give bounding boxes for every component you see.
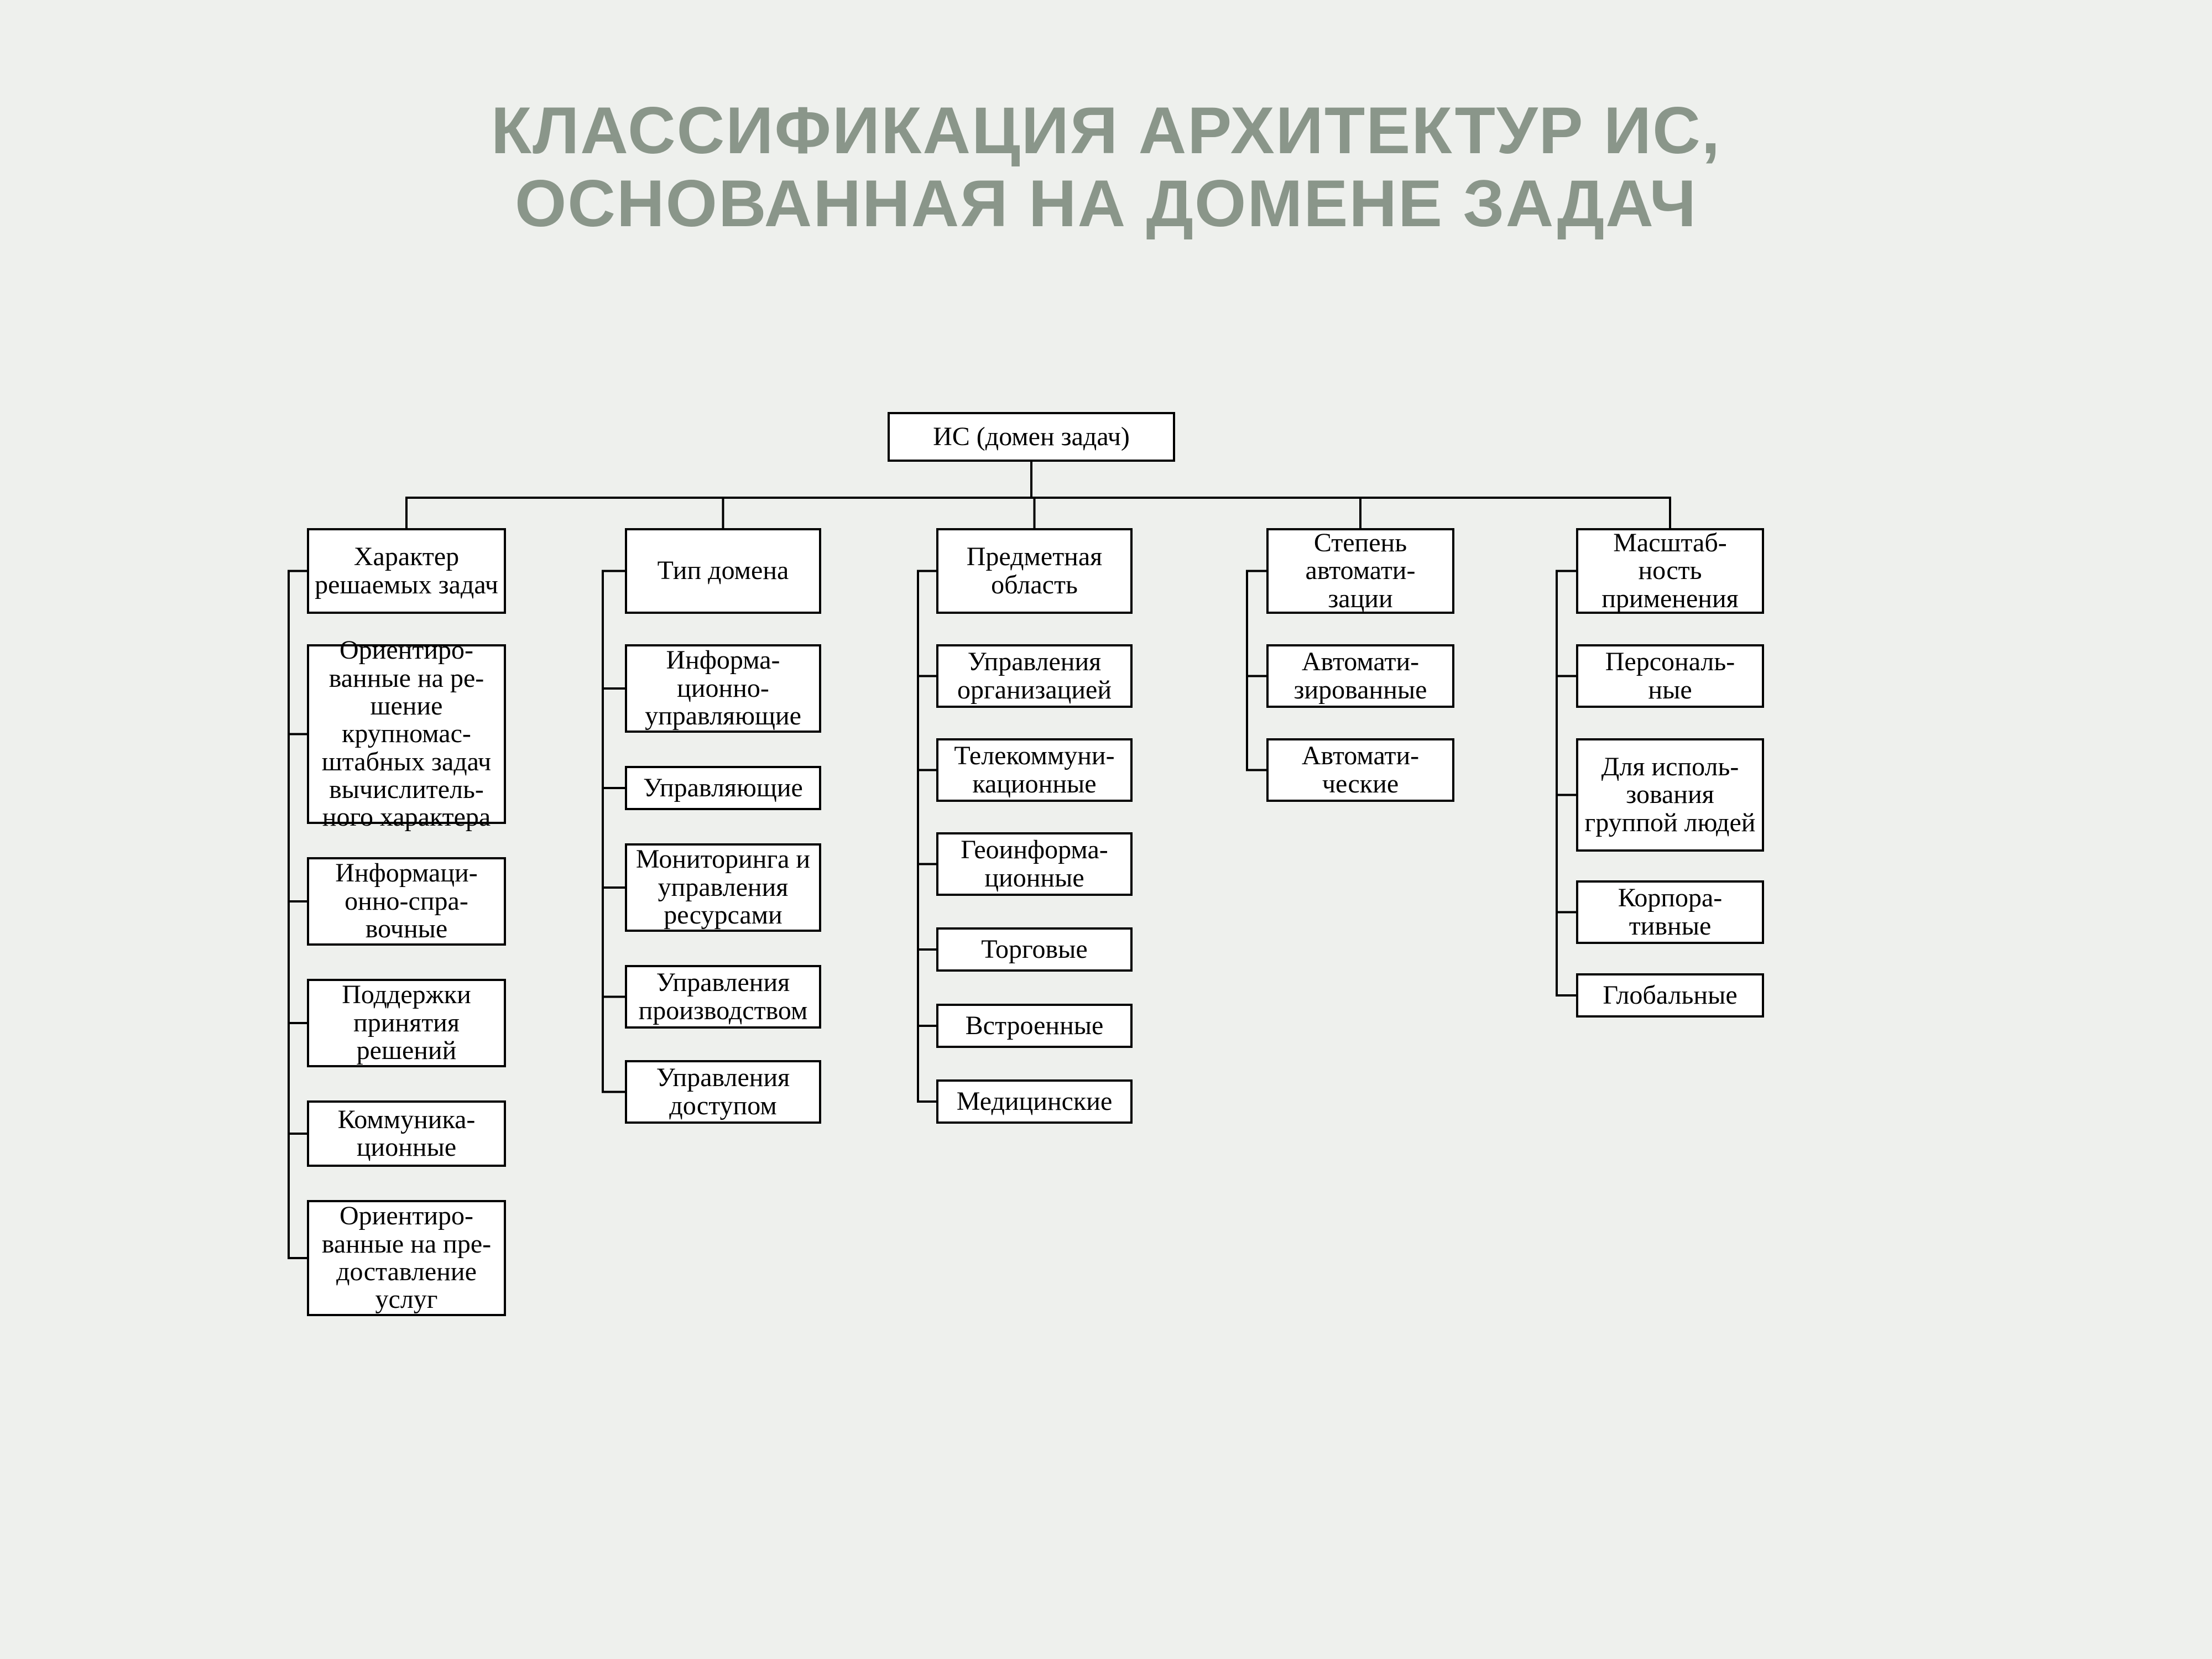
- node-root: ИС (домен задач): [888, 412, 1175, 462]
- node-k5: Масштаб- ность применения: [1576, 528, 1764, 614]
- node-c3_1: Управления организацией: [936, 644, 1133, 708]
- node-label: Управления доступом: [633, 1064, 813, 1120]
- node-label: Геоинформа- ционные: [944, 836, 1125, 892]
- node-label: Персональ- ные: [1584, 648, 1756, 704]
- node-c4_1: Автомати- зированные: [1266, 644, 1454, 708]
- node-label: Управления производством: [633, 969, 813, 1025]
- node-label: Автомати- зированные: [1274, 648, 1447, 704]
- title-line-2: ОСНОВАННАЯ НА ДОМЕНЕ ЗАДАЧ: [515, 166, 1697, 241]
- node-label: Встроенные: [966, 1012, 1104, 1040]
- node-c2_2: Управляющие: [625, 766, 821, 810]
- node-c3_4: Торговые: [936, 927, 1133, 972]
- node-label: Управления организацией: [944, 648, 1125, 704]
- node-c4_2: Автомати- ческие: [1266, 738, 1454, 802]
- node-label: Автомати- ческие: [1274, 742, 1447, 798]
- node-c5_4: Глобальные: [1576, 973, 1764, 1018]
- node-c2_4: Управления производством: [625, 965, 821, 1029]
- node-c5_3: Корпора- тивные: [1576, 880, 1764, 944]
- node-c1_5: Ориентиро- ванные на пре- доставление ус…: [307, 1200, 506, 1316]
- title-line-1: КЛАССИФИКАЦИЯ АРХИТЕКТУР ИС,: [491, 93, 1721, 168]
- node-k3: Предметная область: [936, 528, 1133, 614]
- node-label: Телекоммуни- кационные: [944, 742, 1125, 798]
- node-c3_5: Встроенные: [936, 1004, 1133, 1048]
- node-label: ИС (домен задач): [933, 423, 1130, 451]
- node-c3_2: Телекоммуни- кационные: [936, 738, 1133, 802]
- node-label: Коммуника- ционные: [315, 1106, 498, 1162]
- node-c1_2: Информаци- онно-спра- вочные: [307, 857, 506, 946]
- node-c1_3: Поддержки принятия решений: [307, 979, 506, 1067]
- node-c3_3: Геоинформа- ционные: [936, 832, 1133, 896]
- node-label: Информа- ционно- управляющие: [633, 646, 813, 730]
- node-label: Характер решаемых задач: [315, 543, 498, 599]
- node-k4: Степень автомати- зации: [1266, 528, 1454, 614]
- node-label: Управляющие: [643, 774, 803, 802]
- slide-title: КЛАССИФИКАЦИЯ АРХИТЕКТУР ИС, ОСНОВАННАЯ …: [0, 94, 2212, 240]
- node-c5_1: Персональ- ные: [1576, 644, 1764, 708]
- node-label: Медицинские: [957, 1088, 1113, 1115]
- node-label: Предметная область: [944, 543, 1125, 599]
- node-label: Глобальные: [1603, 982, 1737, 1009]
- node-k2: Тип домена: [625, 528, 821, 614]
- node-label: Тип домена: [658, 557, 789, 585]
- node-label: Торговые: [981, 936, 1087, 963]
- node-c2_1: Информа- ционно- управляющие: [625, 644, 821, 733]
- node-c3_6: Медицинские: [936, 1079, 1133, 1124]
- node-label: Для исполь- зования группой людей: [1584, 753, 1756, 837]
- node-label: Степень автомати- зации: [1274, 529, 1447, 613]
- node-c1_4: Коммуника- ционные: [307, 1100, 506, 1167]
- node-label: Мониторинга и управления ресурсами: [633, 846, 813, 929]
- node-label: Поддержки принятия решений: [315, 981, 498, 1065]
- node-label: Корпора- тивные: [1584, 884, 1756, 940]
- slide: КЛАССИФИКАЦИЯ АРХИТЕКТУР ИС, ОСНОВАННАЯ …: [0, 0, 2212, 1659]
- node-label: Информаци- онно-спра- вочные: [315, 859, 498, 943]
- node-label: Ориентиро- ванные на пре- доставление ус…: [315, 1202, 498, 1314]
- node-k1: Характер решаемых задач: [307, 528, 506, 614]
- node-label: Ориентиро- ванные на ре- шение крупномас…: [315, 637, 498, 832]
- node-c1_1: Ориентиро- ванные на ре- шение крупномас…: [307, 644, 506, 824]
- node-c2_5: Управления доступом: [625, 1060, 821, 1124]
- node-c5_2: Для исполь- зования группой людей: [1576, 738, 1764, 852]
- node-c2_3: Мониторинга и управления ресурсами: [625, 843, 821, 932]
- node-label: Масштаб- ность применения: [1584, 529, 1756, 613]
- classification-diagram: ИС (домен задач) Характер решаемых задач Т…: [282, 398, 1924, 1499]
